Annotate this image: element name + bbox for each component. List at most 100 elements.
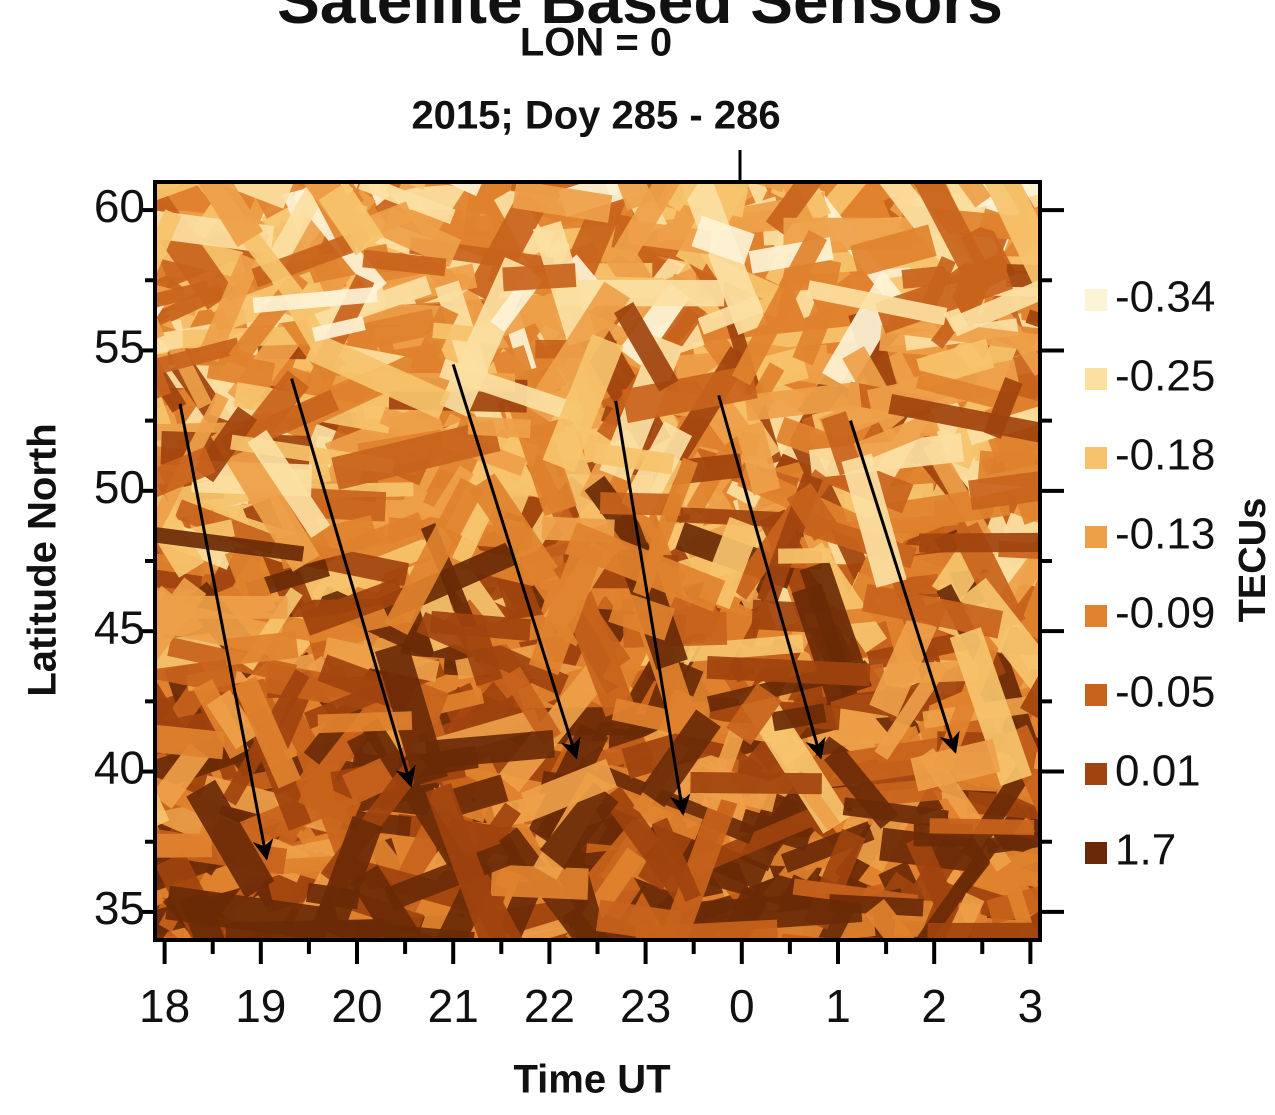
- tec-streak: [252, 286, 378, 314]
- header: Satellite Based Sensors: [277, 0, 1003, 37]
- tec-streak: [520, 758, 617, 821]
- tec-streak: [197, 253, 261, 363]
- colorbar-label: -0.18: [1115, 431, 1215, 480]
- tec-streak: [915, 370, 1040, 423]
- tec-streak: [806, 280, 948, 326]
- tec-streak: [850, 224, 937, 278]
- tec-streak: [498, 827, 616, 940]
- arrow: [451, 364, 581, 760]
- tec-streak: [1042, 306, 1109, 352]
- tec-streak: [233, 676, 301, 789]
- tec-streak: [317, 711, 413, 734]
- tec-streak: [344, 308, 438, 354]
- tec-streak: [384, 477, 485, 636]
- tec-streak: [501, 666, 562, 745]
- tec-streak: [985, 831, 1040, 855]
- tec-streak: [689, 796, 845, 876]
- x-tick-label: 3: [1018, 980, 1044, 1032]
- tec-streak: [542, 334, 624, 473]
- tec-streak: [155, 446, 216, 530]
- tec-streak: [861, 583, 1004, 639]
- x-tick-label: 23: [620, 980, 671, 1032]
- colorbar-label: 1.7: [1115, 826, 1176, 875]
- tec-streak: [466, 191, 548, 305]
- tec-streak: [949, 259, 1040, 337]
- x-tick-label: 20: [331, 980, 382, 1032]
- tec-streak: [1033, 751, 1040, 784]
- colorbar-swatch: [1085, 763, 1107, 785]
- tec-streak: [1017, 551, 1040, 640]
- chart-title: LON = 0: [520, 21, 672, 65]
- tec-streak: [986, 879, 1040, 925]
- tec-streak: [853, 411, 940, 463]
- tec-streak: [349, 864, 467, 940]
- colorbar-label: TECUs: [1232, 498, 1274, 623]
- tec-streak: [639, 709, 721, 808]
- tec-streak: [155, 280, 211, 310]
- tec-streak: [621, 364, 758, 424]
- tec-streak: [786, 482, 839, 541]
- tec-streak: [991, 327, 1040, 423]
- tec-streak: [595, 899, 682, 940]
- tec-streak: [874, 182, 969, 275]
- tec-streak: [155, 323, 220, 367]
- tec-streak: [206, 351, 276, 390]
- y-tick-label: 45: [94, 601, 145, 653]
- tec-streak: [311, 316, 366, 342]
- tec-streak: [502, 263, 577, 292]
- tec-streak: [459, 622, 503, 687]
- tec-streak: [726, 683, 782, 745]
- x-axis-label: Time UT: [513, 1058, 670, 1102]
- tec-streak: [925, 892, 985, 940]
- tec-streak: [968, 467, 1040, 511]
- tec-streak: [247, 429, 331, 539]
- colorbar-swatch: [1085, 842, 1107, 864]
- tec-streak: [155, 209, 182, 345]
- tec-streak: [155, 524, 305, 562]
- colorbar-swatch: [1085, 368, 1107, 390]
- tec-streak: [792, 302, 835, 366]
- tec-streak: [155, 472, 205, 578]
- tec-streak: [874, 660, 948, 760]
- plot-area: [155, 182, 1112, 940]
- tec-streak: [155, 299, 180, 458]
- chart-subtitle: 2015; Doy 285 - 286: [411, 94, 780, 138]
- colorbar-swatch: [1085, 605, 1107, 627]
- tec-streak: [223, 631, 299, 666]
- tec-streak: [298, 779, 362, 827]
- tec-streak: [206, 689, 259, 750]
- tec-streak: [301, 577, 406, 636]
- tec-streak: [864, 898, 966, 940]
- colorbar-swatch: [1085, 447, 1107, 469]
- tec-streak: [613, 301, 679, 392]
- tec-streak: [512, 182, 613, 223]
- tec-streak: [155, 743, 210, 809]
- tec-streak: [799, 560, 872, 696]
- tec-streak: [362, 249, 447, 277]
- arrow: [290, 378, 416, 788]
- tec-streak: [379, 208, 462, 268]
- tec-streak: [524, 281, 631, 423]
- tec-streak: [735, 421, 781, 496]
- tec-streak: [988, 393, 1040, 464]
- tec-streak: [1037, 511, 1040, 585]
- tec-streak: [331, 419, 501, 490]
- y-tick-label: 60: [94, 180, 145, 232]
- tec-streak: [439, 358, 583, 424]
- tec-streak: [910, 738, 1001, 792]
- tec-streak: [731, 230, 828, 386]
- tec-streak: [1045, 318, 1112, 336]
- tec-streak: [155, 304, 172, 400]
- x-tick-label: 0: [729, 980, 755, 1032]
- tec-streak: [358, 182, 456, 225]
- colorbar-label: -0.34: [1115, 273, 1215, 322]
- tec-streak: [929, 818, 1035, 836]
- tec-streak: [155, 182, 287, 209]
- tec-streak: [949, 627, 1032, 786]
- y-tick-label: 55: [94, 321, 145, 373]
- tec-streak: [974, 182, 1040, 254]
- tec-streak: [179, 182, 295, 209]
- tec-streak: [155, 283, 225, 366]
